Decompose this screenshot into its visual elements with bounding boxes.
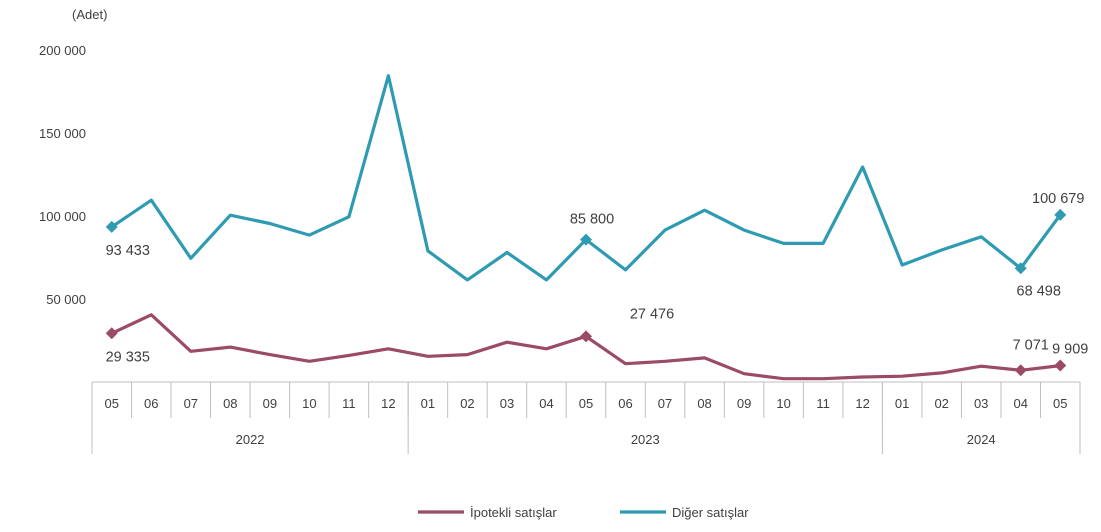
- series-ipotekli: 29 335 27 476 7 071 9 909: [105, 306, 1088, 381]
- data-marker: [1014, 262, 1027, 275]
- data-label: 93 433: [106, 243, 150, 259]
- y-tick-label: 100 000: [39, 209, 86, 224]
- x-tick-label: 08: [223, 396, 237, 411]
- series-layer: 29 335 27 476 7 071 9 909 93 433 85 800 68 498…: [105, 74, 1088, 381]
- data-label: 29 335: [106, 349, 150, 365]
- x-tick-label: 05: [579, 396, 593, 411]
- x-tick-label: 07: [658, 396, 672, 411]
- x-tick-label: 12: [381, 396, 395, 411]
- x-tick-label: 03: [500, 396, 514, 411]
- x-tick-label: 10: [776, 396, 790, 411]
- x-tick-label: 04: [1013, 396, 1027, 411]
- x-tick-label: 11: [816, 396, 830, 411]
- unit-label: (Adet): [72, 7, 107, 22]
- x-tick-label: 12: [855, 396, 869, 411]
- y-tick-label: 200 000: [39, 43, 86, 58]
- legend-item: Diğer satışlar: [620, 505, 749, 520]
- series-diger: 93 433 85 800 68 498 100 679: [105, 74, 1084, 299]
- series-line: [110, 74, 1062, 282]
- data-label: 85 800: [570, 212, 614, 228]
- x-tick-label: 01: [895, 396, 909, 411]
- x-tick-label: 11: [342, 396, 356, 411]
- x-tick-label: 05: [1053, 396, 1067, 411]
- data-marker: [105, 327, 118, 340]
- data-marker: [105, 220, 118, 233]
- year-label: 2024: [967, 432, 996, 447]
- data-marker: [1054, 359, 1067, 372]
- x-tick-label: 06: [618, 396, 632, 411]
- data-label: 7 071: [1013, 337, 1049, 353]
- y-tick-label: 50 000: [46, 292, 86, 307]
- x-tick-label: 02: [934, 396, 948, 411]
- legend-label: Diğer satışlar: [672, 505, 749, 520]
- data-marker: [580, 330, 592, 343]
- year-label: 2023: [631, 432, 660, 447]
- x-axis: 05 06 07 08 09 10 11 12 01 02 03 04 05 06 07 08 09 10 11 12…: [91, 381, 1081, 454]
- legend: İpotekli satışlar Diğer satışlar: [418, 505, 749, 520]
- x-tick-label: 10: [302, 396, 316, 411]
- x-tick-label: 05: [105, 396, 119, 411]
- data-label: 9 909: [1052, 342, 1088, 358]
- data-label: 68 498: [1017, 283, 1061, 299]
- x-tick-label: 06: [144, 396, 158, 411]
- x-tick-label: 02: [460, 396, 474, 411]
- series-line: [110, 313, 1062, 381]
- y-tick-label: 150 000: [39, 126, 86, 141]
- legend-label: İpotekli satışlar: [470, 505, 557, 520]
- x-tick-label: 07: [184, 396, 198, 411]
- x-tick-label: 03: [974, 396, 988, 411]
- data-label: 27 476: [630, 306, 674, 322]
- x-tick-label: 04: [539, 396, 553, 411]
- data-marker: [1014, 364, 1027, 377]
- x-tick-label: 01: [421, 396, 435, 411]
- x-tick-label: 08: [697, 396, 711, 411]
- x-tick-label: 09: [263, 396, 277, 411]
- data-marker: [580, 233, 592, 246]
- x-tick-label: 09: [737, 396, 751, 411]
- year-label: 2022: [236, 432, 265, 447]
- legend-item: İpotekli satışlar: [418, 505, 557, 520]
- y-axis: 200 000 150 000 100 000 50 000: [39, 43, 86, 307]
- data-label: 100 679: [1032, 191, 1084, 207]
- data-marker: [1054, 208, 1067, 221]
